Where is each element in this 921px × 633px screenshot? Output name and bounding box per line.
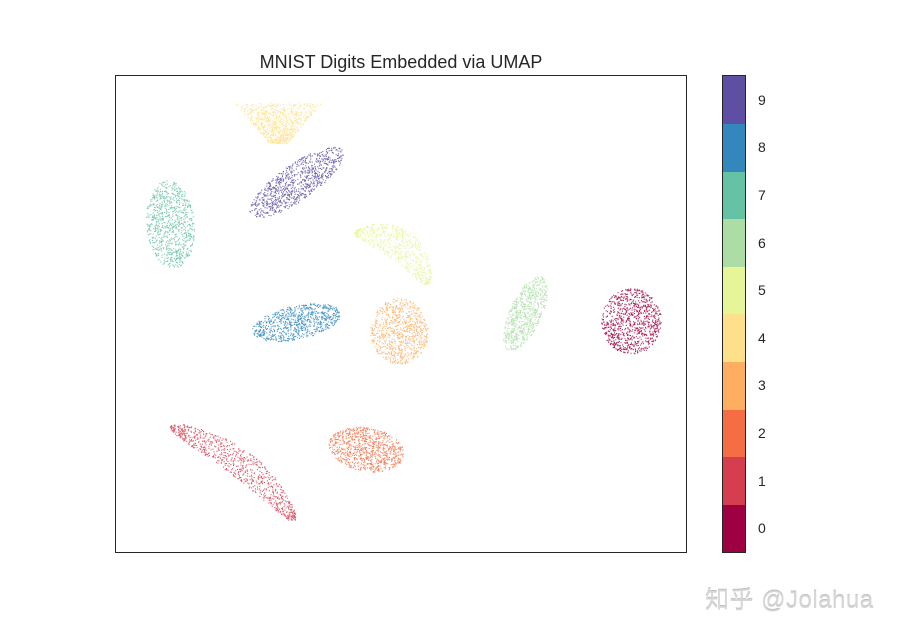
colorbar xyxy=(722,75,746,553)
colorbar-label-7: 7 xyxy=(758,187,766,203)
colorbar-segment-4 xyxy=(723,314,745,362)
colorbar-segment-6 xyxy=(723,218,745,267)
colorbar-label-5: 5 xyxy=(758,282,766,299)
cluster-digit-5 xyxy=(354,223,432,286)
colorbar-segment-7 xyxy=(723,171,745,220)
colorbar-label-8: 8 xyxy=(758,139,766,156)
colorbar-segment-0 xyxy=(723,504,745,553)
colorbar-label-4: 4 xyxy=(758,329,766,346)
colorbar-label-0: 0 xyxy=(758,520,766,537)
cluster-digit-3 xyxy=(370,298,429,365)
colorbar-label-1: 1 xyxy=(758,472,766,489)
colorbar-segment-8 xyxy=(723,123,745,172)
colorbar-label-2: 2 xyxy=(758,425,766,441)
cluster-digit-4 xyxy=(236,103,321,145)
colorbar-segment-9 xyxy=(723,76,745,124)
chart-title: MNIST Digits Embedded via UMAP xyxy=(259,52,543,72)
cluster-digit-6 xyxy=(503,276,548,351)
colorbar-label-6: 6 xyxy=(758,234,766,251)
cluster-digit-0 xyxy=(601,288,662,355)
cluster-digit-7 xyxy=(146,180,196,268)
scatter-plot-area xyxy=(115,75,687,553)
cluster-digit-8 xyxy=(252,303,341,343)
colorbar-segment-3 xyxy=(723,361,745,410)
colorbar-label-9: 9 xyxy=(758,91,766,108)
scatter-points xyxy=(146,103,662,521)
colorbar-label-3: 3 xyxy=(758,377,766,394)
colorbar-segment-2 xyxy=(723,409,745,458)
colorbar-segment-5 xyxy=(723,266,745,315)
cluster-digit-9 xyxy=(249,146,344,218)
cluster-digit-1 xyxy=(170,424,297,521)
watermark-text: 知乎 @Jolahua xyxy=(705,587,874,614)
cluster-digit-2 xyxy=(328,426,404,473)
colorbar-segment-1 xyxy=(723,456,745,505)
